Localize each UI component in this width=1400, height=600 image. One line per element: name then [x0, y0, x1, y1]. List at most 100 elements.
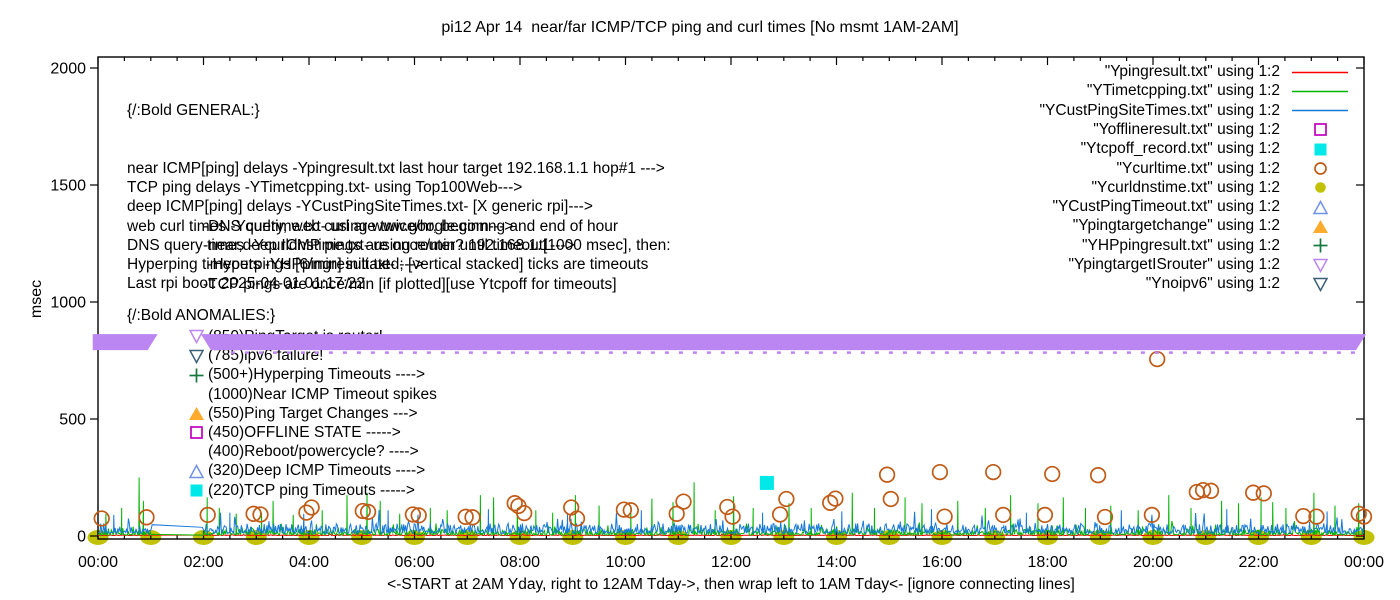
legend-swatch-square-open: [1288, 122, 1352, 137]
general-line: web curl times -Ycurltime.txt- using www…: [127, 217, 514, 235]
legend-label: "Ycurltime.txt" using 1:2: [1116, 159, 1280, 177]
legend-label: "Ypingtargetchange" using 1:2: [1072, 217, 1280, 235]
legend-swatch-tri-up-filled: [1288, 219, 1352, 234]
general-note-line: -DNS query, web curl are twice/hr, begin…: [203, 218, 619, 235]
anomaly-label: (450)OFFLINE STATE ----->: [208, 423, 401, 441]
svg-text:18:00: 18:00: [1027, 554, 1067, 571]
anomaly-plus-icon: [188, 368, 204, 383]
general-heading: {/:Bold GENERAL:}: [127, 102, 260, 120]
general-line: near ICMP[ping] delays -Ypingresult.txt …: [127, 160, 665, 178]
anomaly-item: (785)ipv6 failure!: [188, 347, 323, 366]
marker-tri-down-open-icon: [188, 330, 204, 345]
anomaly-label: (550)Ping Target Changes --->: [208, 404, 418, 422]
anomaly-label: (400)Reboot/powercycle? ---->: [208, 443, 419, 461]
svg-text:1000: 1000: [50, 295, 86, 312]
marker-tri-down-open-icon: [1312, 258, 1328, 273]
svg-text:00:00: 00:00: [1344, 554, 1384, 571]
anomaly-item: (550)Ping Target Changes --->: [188, 404, 418, 423]
legend-line-swatch-icon: [1292, 71, 1348, 73]
marker-circle-filled-icon: [1314, 182, 1326, 194]
general-note-line: -near,deep ICMP pings are once/min until…: [203, 237, 671, 255]
legend-item: "Ycurltime.txt" using 1:2: [1117, 159, 1352, 178]
legend-label: "YTimetcpping.txt" using 1:2: [1086, 82, 1280, 100]
svg-text:08:00: 08:00: [500, 554, 540, 571]
legend-label: "Yofflineresult.txt" using 1:2: [1093, 120, 1280, 138]
general-note-line: -Hyperpings [6/min] initiated; [vertical…: [203, 256, 649, 274]
svg-text:22:00: 22:00: [1238, 554, 1278, 571]
legend-item: "YpingtargetISrouter" using 1:2: [1069, 256, 1352, 275]
legend-label: "Ynoipv6" using 1:2: [1145, 275, 1280, 293]
legend-label: "Ytcpoff_record.txt" using 1:2: [1080, 140, 1280, 158]
legend-line-swatch-icon: [1292, 90, 1348, 93]
anomaly-item: (220)TCP ping Timeouts ----->: [188, 481, 415, 500]
anomaly-tri-down-open-icon: [188, 329, 204, 345]
legend-label: "YCustPingTimeout.txt" using 1:2: [1052, 198, 1280, 216]
legend-swatch-circle-filled: [1288, 180, 1352, 195]
general-line: TCP ping delays -YTimetcpping.txt- using…: [127, 179, 523, 197]
legend-line-swatch-icon: [1292, 109, 1348, 112]
anomaly-tri-down-open-icon: [188, 349, 204, 364]
svg-text:04:00: 04:00: [289, 554, 329, 571]
legend-swatch-circle-open: [1288, 161, 1352, 176]
anomaly-label: (785)ipv6 failure!: [208, 347, 324, 365]
marker-tri-up-open-icon: [1312, 199, 1328, 214]
marker-plus-icon: [189, 368, 203, 383]
legend-swatch-tri-down-open: [1288, 277, 1352, 292]
legend-label: "Ypingresult.txt" using 1:2: [1104, 63, 1280, 80]
svg-text:2000: 2000: [50, 61, 86, 78]
anomaly-label: (500+)Hyperping Timeouts ---->: [208, 366, 426, 384]
legend-item: "Ycurldnstime.txt" using 1:2: [1092, 178, 1352, 197]
anomaly-label: (1000)Near ICMP Timeout spikes: [208, 385, 437, 403]
svg-text:00:00: 00:00: [78, 554, 118, 571]
general-line: Hyperping timeouts -YHPpingresult.txt- -…: [127, 256, 424, 274]
legend-item: "Ytcpoff_record.txt" using 1:2: [1081, 140, 1352, 159]
anomaly-label: (320)Deep ICMP Timeouts ---->: [208, 462, 426, 480]
legend-swatch-tri-down-open: [1288, 258, 1352, 273]
legend-label: "YHPpingresult.txt" using 1:2: [1082, 236, 1280, 254]
anomaly-item: (320)Deep ICMP Timeouts ---->: [188, 462, 425, 481]
marker-tri-up-open-icon: [188, 463, 204, 479]
legend-swatch-tri-up-open: [1288, 199, 1352, 215]
legend-swatch-line: [1288, 84, 1352, 99]
marker-square-open-icon: [189, 426, 203, 440]
svg-text:06:00: 06:00: [394, 554, 434, 571]
legend-label: "Ycurldnstime.txt" using 1:2: [1091, 178, 1280, 196]
anomaly-tri-up-filled-icon: [188, 406, 204, 421]
anomaly-item: (500+)Hyperping Timeouts ---->: [188, 366, 425, 385]
anomalies-heading: {/:Bold ANOMALIES:}: [127, 307, 276, 324]
anomaly-item: (1000)Near ICMP Timeout spikes: [188, 385, 437, 404]
anomaly-label: (220)TCP ping Timeouts ----->: [208, 481, 415, 499]
legend-swatch-plus: [1288, 238, 1352, 253]
svg-text:0: 0: [77, 529, 86, 546]
x-axis-label: <-START at 2AM Yday, right to 12AM Tday-…: [387, 576, 1075, 593]
legend-item: "YHPpingresult.txt" using 1:2: [1082, 236, 1352, 255]
marker-plus-icon: [1313, 238, 1327, 253]
legend-item: "YCustPingSiteTimes.txt" using 1:2: [1040, 101, 1352, 120]
legend-swatch-line: [1288, 103, 1352, 118]
anomaly-square-filled-icon: [188, 483, 204, 498]
legend-item: "Yofflineresult.txt" using 1:2: [1093, 120, 1352, 139]
marker-tri-down-open-icon: [1312, 277, 1328, 292]
marker-tri-up-filled-icon: [1312, 219, 1328, 233]
svg-text:20:00: 20:00: [1133, 554, 1173, 571]
marker-square-open-icon: [1313, 123, 1327, 137]
svg-text:1500: 1500: [50, 178, 86, 195]
general-notes-block: -DNS query, web curl are twice/hr, begin…: [203, 217, 671, 294]
general-line: Last rpi boot: 2025-04-01 01:17:22: [127, 275, 365, 293]
anomaly-item: (450)OFFLINE STATE ----->: [188, 423, 401, 442]
marker-tri-up-filled-icon: [188, 407, 204, 421]
anomaly-item: (400)Reboot/powercycle? ---->: [188, 443, 419, 462]
legend-item: "YTimetcpping.txt" using 1:2: [1087, 82, 1352, 101]
marker-square-filled-icon: [1314, 143, 1326, 156]
legend-swatch-square-filled: [1288, 142, 1352, 157]
general-annotation-block: {/:Bold GENERAL:} near ICMP[ping] delays…: [127, 63, 665, 293]
marker-tri-down-open-icon: [188, 349, 204, 364]
legend-label: "YCustPingSiteTimes.txt" using 1:2: [1039, 101, 1280, 119]
legend-item: "YCustPingTimeout.txt" using 1:2: [1052, 198, 1352, 217]
svg-text:500: 500: [59, 412, 86, 429]
legend-swatch-line: [1288, 65, 1352, 80]
anomaly-tri-up-open-icon: [188, 463, 204, 479]
